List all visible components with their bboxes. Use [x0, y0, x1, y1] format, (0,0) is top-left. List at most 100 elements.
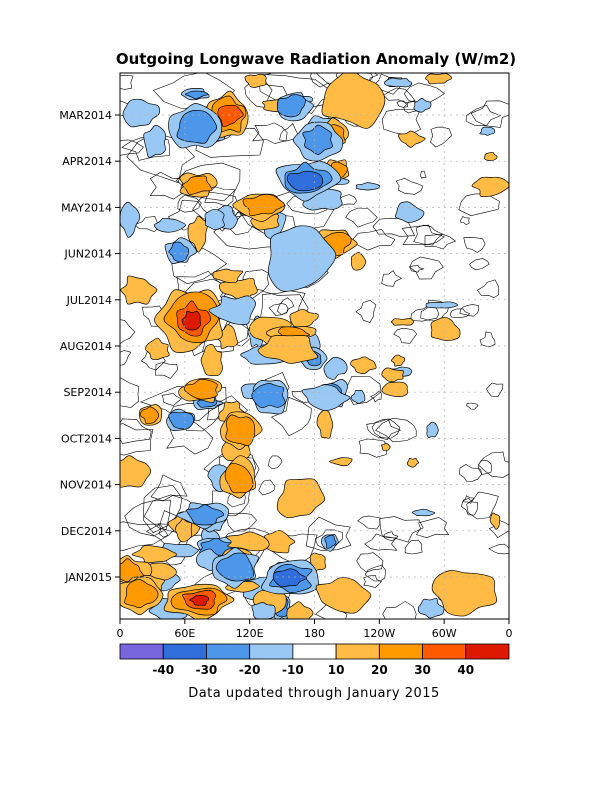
positive-anomaly-contour: [350, 356, 377, 374]
negative-anomaly-contour: [120, 201, 141, 238]
positive-anomaly-contour: [483, 151, 498, 161]
positive-anomaly-contour: [242, 194, 286, 217]
positive-anomaly-contour: [124, 579, 159, 608]
colorbar-swatch: [162, 643, 207, 660]
zero-contour: [124, 499, 171, 537]
positive-anomaly-contour: [381, 367, 405, 383]
zero-contour: [409, 256, 444, 280]
y-tick-label: JUN2014: [63, 248, 112, 261]
zero-contour: [466, 491, 499, 520]
zero-contour: [175, 162, 241, 202]
zero-contour: [466, 402, 479, 410]
positive-anomaly-contour: [184, 378, 218, 400]
zero-contour: [465, 104, 502, 127]
zero-contour: [305, 516, 352, 551]
negative-anomaly-contour: [413, 98, 432, 113]
positive-anomaly-contour: [329, 457, 353, 467]
positive-anomaly-contour: [380, 442, 391, 451]
positive-anomaly-contour: [471, 176, 509, 198]
anomaly-field: [120, 73, 509, 619]
zero-contour: [382, 600, 417, 619]
colorbar-swatch: [422, 643, 467, 660]
y-tick-label: SEP2014: [63, 386, 112, 399]
x-tick-label: 120W: [363, 627, 395, 640]
zero-contour: [358, 438, 388, 458]
positive-anomaly-contour: [120, 275, 158, 305]
x-tick-label: 0: [506, 627, 513, 640]
positive-anomaly-contour: [316, 409, 334, 439]
zero-contour: [242, 269, 270, 291]
colorbar-swatch: [378, 643, 423, 660]
negative-anomaly-contour: [417, 597, 445, 619]
x-tick-label: 60W: [432, 627, 457, 640]
zero-contour: [415, 517, 450, 539]
zero-contour: [395, 177, 424, 195]
positive-anomaly-contour: [145, 337, 170, 360]
zero-contour: [154, 362, 179, 379]
zero-contour: [357, 515, 381, 530]
zero-contour: [479, 331, 496, 347]
zero-contour: [259, 73, 340, 114]
positive-anomaly-contour: [182, 175, 213, 195]
positive-anomaly-contour: [189, 594, 210, 606]
positive-anomaly-contour: [407, 458, 419, 468]
zero-contour: [161, 392, 183, 406]
positive-anomaly-contour: [397, 130, 426, 148]
negative-anomaly-contour: [122, 98, 161, 128]
negative-anomaly-contour: [302, 124, 333, 155]
colorbar-label: 10: [328, 663, 345, 677]
positive-anomaly-contour: [187, 215, 209, 253]
zero-contour: [379, 516, 424, 543]
zero-contour: [120, 377, 140, 408]
positive-anomaly-contour: [276, 478, 326, 519]
positive-anomaly-contour: [286, 601, 314, 619]
positive-anomaly-contour: [289, 308, 319, 328]
x-axis: 0 60E 120E 180 120W 60W 0: [117, 619, 513, 640]
zero-contour: [459, 304, 480, 317]
zero-contour: [277, 297, 295, 316]
negative-anomaly-contour: [215, 552, 255, 582]
zero-contour: [409, 265, 425, 273]
zero-contour: [458, 464, 483, 482]
positive-anomaly-contour: [257, 335, 319, 364]
positive-anomaly-contour: [226, 531, 270, 552]
positive-anomaly-contour: [489, 512, 501, 530]
y-tick-label: JAN2015: [64, 571, 112, 584]
positive-anomaly-contour: [212, 268, 244, 283]
zero-contour: [404, 539, 423, 555]
zero-contour: [459, 216, 470, 225]
positive-anomaly-contour: [390, 354, 406, 367]
negative-anomaly-contour: [412, 508, 436, 517]
zero-contour: [252, 122, 288, 144]
zero-contour: [149, 171, 186, 200]
y-tick-label: OCT2014: [61, 432, 112, 445]
zero-contour: [364, 564, 386, 582]
data-update-note: Data updated through January 2015: [188, 686, 440, 701]
zero-contour: [223, 512, 258, 532]
negative-anomaly-contour: [350, 389, 366, 404]
zero-contour: [271, 396, 312, 437]
zero-contour: [488, 543, 509, 555]
y-tick-label: MAR2014: [59, 109, 112, 122]
negative-anomaly-contour: [286, 170, 324, 192]
negative-anomaly-contour: [384, 77, 413, 88]
zero-contour: [469, 258, 490, 271]
negative-anomaly-contour: [425, 301, 459, 309]
colorbar-label: 40: [457, 663, 474, 677]
positive-anomaly-contour: [390, 318, 414, 326]
x-tick-label: 60E: [174, 627, 195, 640]
negative-anomaly-contour: [323, 356, 348, 380]
colorbar-label: -10: [282, 663, 304, 677]
zero-contour: [470, 100, 509, 128]
zero-contour: [345, 207, 378, 228]
colorbar-swatch: [249, 643, 294, 660]
colorbar: -40 -30 -20 -10 10 20 30 40: [119, 643, 510, 677]
zero-contour: [381, 270, 403, 287]
zero-contour: [370, 390, 382, 403]
zero-contour: [120, 521, 169, 552]
colorbar-label: -30: [196, 663, 218, 677]
y-tick-label: JUL2014: [66, 294, 112, 307]
y-tick-label: NOV2014: [60, 479, 112, 492]
zero-contour: [488, 519, 509, 538]
